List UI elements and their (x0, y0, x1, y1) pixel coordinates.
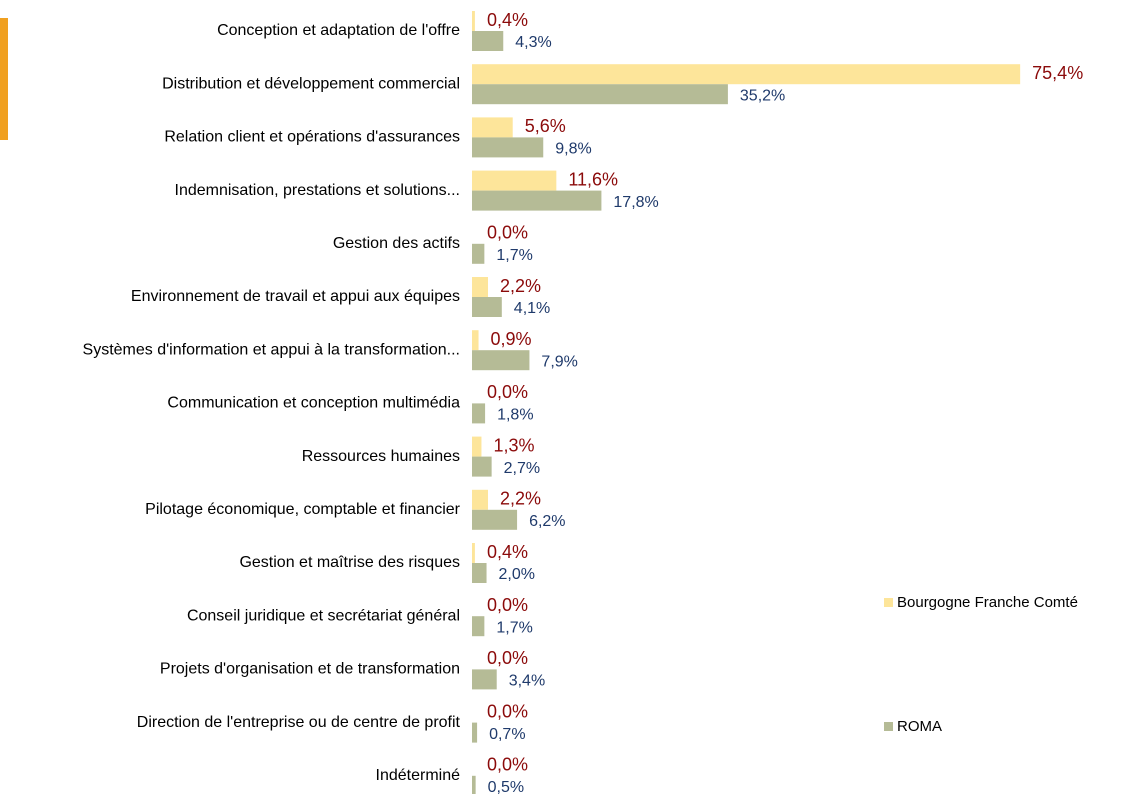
category-label: Conception et adaptation de l'offre (217, 22, 460, 39)
value-label: 1,8% (497, 407, 533, 424)
bar (472, 563, 487, 583)
value-label: 0,0% (487, 648, 528, 668)
value-label: 11,6% (568, 169, 618, 189)
bar (472, 350, 530, 371)
bar (472, 137, 544, 158)
bar (472, 31, 504, 51)
legend-swatch (884, 598, 893, 607)
value-label: 0,9% (491, 329, 532, 349)
legend-label: Bourgogne Franche Comté (897, 594, 1078, 611)
category-label: Conseil juridique et secrétariat général (187, 607, 460, 624)
bar (472, 669, 497, 690)
bar (472, 297, 502, 317)
bar (472, 616, 485, 637)
value-label: 17,8% (613, 194, 658, 211)
value-label: 1,7% (496, 619, 532, 636)
category-label: Projets d'organisation et de transformat… (160, 661, 460, 678)
category-label: Indéterminé (376, 767, 461, 784)
bar (472, 243, 485, 264)
category-label: Communication et conception multimédia (167, 395, 460, 412)
value-label: 2,0% (499, 566, 535, 583)
value-label: 1,3% (493, 435, 534, 455)
bar (472, 436, 482, 457)
bar (472, 84, 728, 105)
bar (472, 11, 475, 31)
legend-label: ROMA (897, 718, 942, 735)
bar (472, 190, 602, 211)
bar (472, 509, 518, 530)
bar (472, 64, 1021, 85)
value-label: 2,7% (504, 460, 540, 477)
category-label: Environnement de travail et appui aux éq… (131, 288, 460, 305)
category-label: Distribution et développement commercial (162, 75, 460, 92)
value-label: 0,0% (487, 595, 528, 615)
category-label: Ressources humaines (302, 448, 460, 465)
value-label: 0,0% (487, 701, 528, 721)
legend-swatch (884, 722, 893, 731)
category-label: Relation client et opérations d'assuranc… (164, 129, 460, 146)
value-label: 1,7% (496, 247, 532, 264)
accent-bar (0, 18, 8, 140)
bar (472, 775, 476, 794)
bar (472, 117, 513, 138)
value-label: 0,7% (489, 726, 525, 743)
value-label: 0,0% (487, 755, 528, 775)
value-label: 4,3% (515, 34, 551, 51)
value-label: 3,4% (509, 673, 545, 690)
bar (472, 456, 492, 477)
value-label: 4,1% (514, 300, 550, 317)
category-label: Gestion des actifs (333, 235, 460, 252)
value-label: 0,0% (487, 223, 528, 243)
bar (472, 330, 479, 351)
category-label: Direction de l'entreprise ou de centre d… (137, 714, 461, 731)
bar (472, 170, 557, 191)
category-label: Systèmes d'information et appui à la tra… (83, 341, 460, 358)
value-label: 5,6% (525, 116, 566, 136)
category-label: Pilotage économique, comptable et financ… (145, 501, 461, 518)
value-label: 0,0% (487, 382, 528, 402)
value-label: 0,4% (487, 10, 528, 30)
bar (472, 543, 475, 563)
value-label: 7,9% (541, 353, 577, 370)
value-label: 2,2% (500, 489, 541, 509)
value-label: 6,2% (529, 513, 565, 530)
category-label: Indemnisation, prestations et solutions.… (175, 182, 461, 199)
bar (472, 277, 488, 297)
value-label: 35,2% (740, 87, 785, 104)
value-label: 9,8% (555, 141, 591, 158)
category-label: Gestion et maîtrise des risques (239, 554, 460, 571)
value-label: 0,5% (488, 779, 524, 794)
bar (472, 489, 488, 510)
value-label: 0,4% (487, 542, 528, 562)
bar (472, 403, 486, 424)
value-label: 75,4% (1032, 63, 1083, 83)
bar (472, 722, 478, 743)
value-label: 2,2% (500, 276, 541, 296)
